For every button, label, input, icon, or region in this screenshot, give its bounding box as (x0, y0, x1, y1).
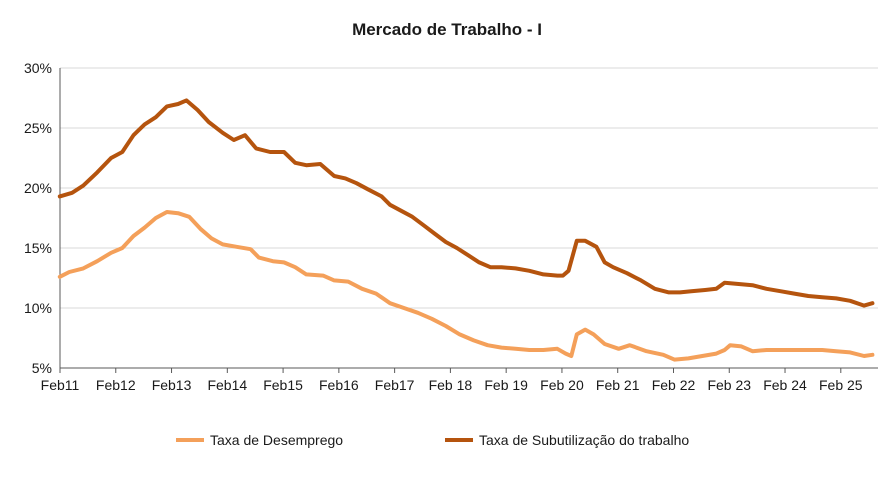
y-tick-labels: 5% 10% 15% 20% 25% 30% (24, 60, 52, 376)
x-tick-label: Feb 22 (652, 377, 696, 393)
chart-title: Mercado de Trabalho - I (352, 20, 542, 39)
y-tick-label: 5% (32, 360, 52, 376)
y-tick-label: 20% (24, 180, 52, 196)
x-tick-label: Feb13 (152, 377, 192, 393)
legend-label: Taxa de Desemprego (210, 432, 343, 448)
x-tick-label: Feb12 (96, 377, 136, 393)
x-tick-label: Feb11 (41, 377, 80, 393)
legend: Taxa de Desemprego Taxa de Subutilização… (176, 432, 689, 448)
x-tick-label: Feb 25 (819, 377, 863, 393)
x-tick-label: Feb 21 (596, 377, 640, 393)
y-tick-label: 30% (24, 60, 52, 76)
axes (59, 68, 878, 369)
x-tick-label: Feb 20 (540, 377, 584, 393)
series-line-subutilizacao (57, 98, 875, 308)
x-tick-label: Feb 24 (763, 377, 807, 393)
x-tick-label: Feb 23 (707, 377, 751, 393)
x-tick-label: Feb 18 (429, 377, 473, 393)
legend-label: Taxa de Subutilização do trabalho (479, 432, 689, 448)
x-tick-labels: Feb11 Feb12 Feb13 Feb14 Feb15 Feb16 Feb17 Feb 1… (41, 368, 863, 393)
x-tick-label: Feb 19 (484, 377, 528, 393)
x-tick-label: Feb14 (207, 377, 247, 393)
x-tick-label: Feb17 (375, 377, 415, 393)
legend-item-subutilizacao: Taxa de Subutilização do trabalho (445, 432, 689, 448)
y-tick-label: 25% (24, 120, 52, 136)
gridlines (60, 67, 878, 309)
series-line-desemprego (57, 210, 875, 362)
x-tick-label: Feb15 (263, 377, 303, 393)
series-lines (57, 98, 875, 362)
y-tick-label: 10% (24, 300, 52, 316)
x-tick-label: Feb16 (319, 377, 359, 393)
legend-item-desemprego: Taxa de Desemprego (176, 432, 343, 448)
y-tick-label: 15% (24, 240, 52, 256)
